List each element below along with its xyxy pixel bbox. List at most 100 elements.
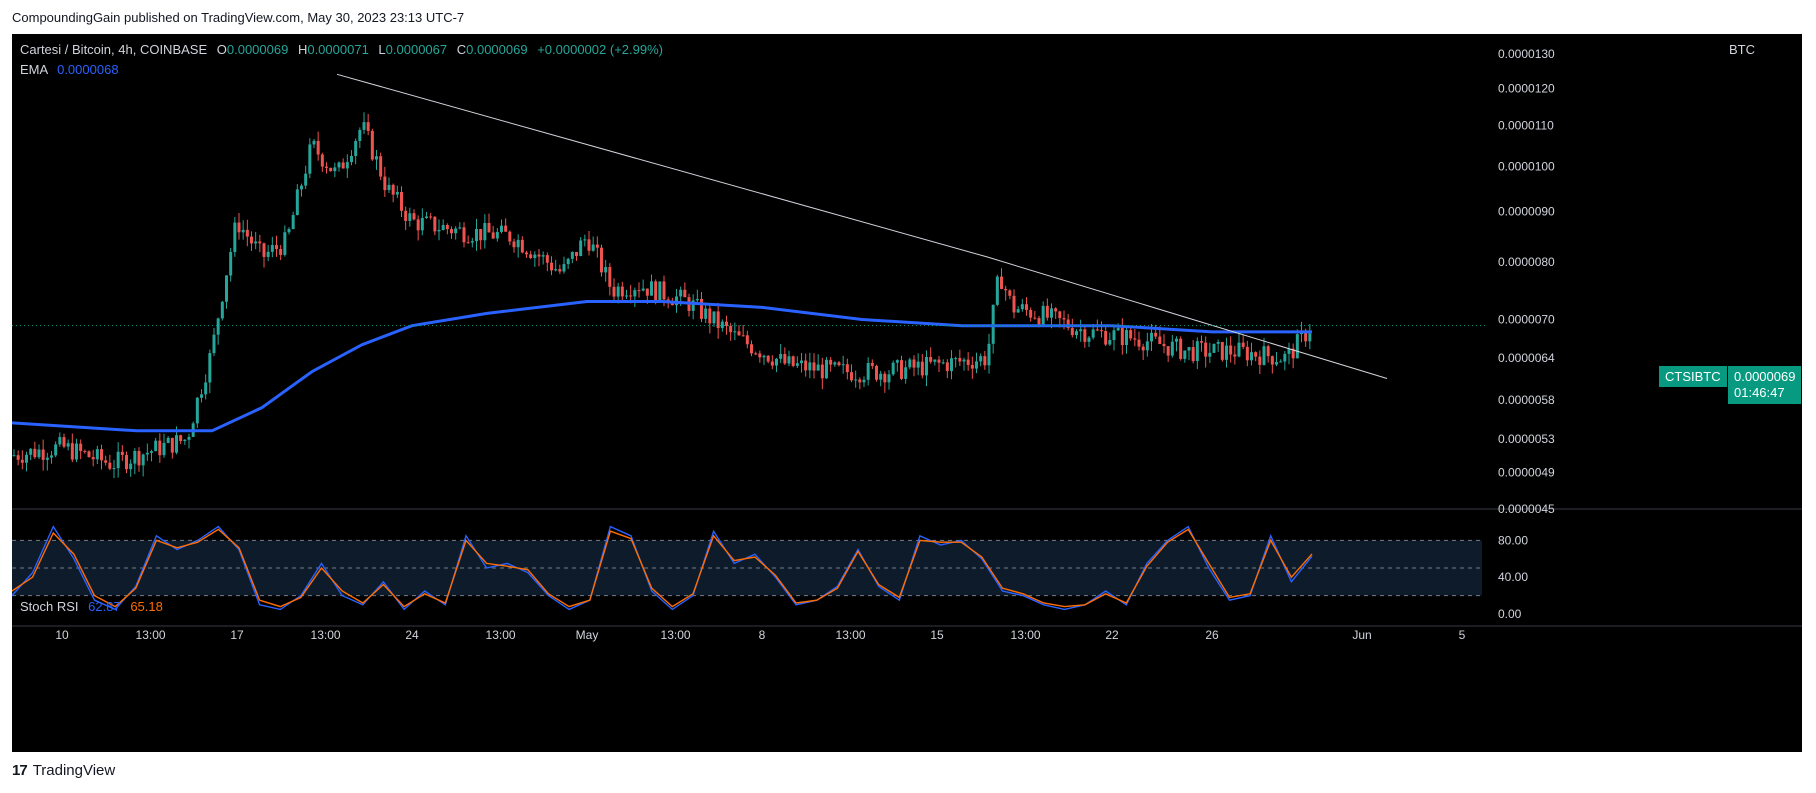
time-tick-label: 8 [759,628,766,642]
candle-body [891,362,895,375]
candle-body [54,444,58,456]
candle-body [366,122,370,131]
candle-body [1262,346,1266,365]
time-tick-label: 17 [230,628,244,642]
candle-body [241,229,245,233]
candle-body [616,286,620,297]
candle-body [87,451,91,458]
stoch-rsi-legend: Stoch RSI 62.87 65.18 [20,599,163,614]
candle-body [345,162,349,169]
candle-body [445,225,449,230]
candle-body [729,325,733,333]
candle-body [1012,295,1016,313]
candle-body [125,455,128,470]
candle-body [175,435,178,453]
candle-body [400,192,403,211]
candle-body [720,321,724,329]
symbol-title[interactable]: Cartesi / Bitcoin, 4h, COINBASE [20,42,208,57]
candle-body [829,359,833,365]
candle-body [1162,343,1166,347]
candle-body [633,290,637,297]
candle-body [1270,356,1274,365]
candle-body [837,362,841,366]
candle-body [475,229,478,242]
bar-countdown: 01:46:47 [1734,385,1785,400]
stoch-d-value: 65.18 [130,599,163,614]
candle-body [950,358,953,372]
time-tick-label: 13:00 [486,628,516,642]
candle-body [816,364,820,371]
candle-body [1070,328,1074,336]
candle-body [266,251,270,257]
candle-body [841,364,845,366]
candle-body [216,318,220,335]
brand-name[interactable]: TradingView [32,762,116,779]
candle-body [612,286,616,297]
candle-body [504,225,508,232]
candle-body [800,360,803,364]
candle-body [604,267,608,273]
candle-body [312,140,316,145]
open-value: 0.0000069 [226,42,289,57]
candle-body [466,242,470,244]
candle-body [879,373,883,380]
price-tick-label: 0.0000120 [1498,81,1555,95]
candle-body [579,240,583,256]
candle-body [958,358,962,362]
candle-body [320,154,324,167]
candle-body [433,216,437,232]
candle-body [858,379,862,383]
time-tick-label: 26 [1205,628,1219,642]
candle-body [270,245,274,252]
chart-area[interactable]: 0.0000130 0.0000120 0.0000110 0.0000100 0.00… [12,34,1802,752]
candle-body [1045,305,1049,318]
candle-body [333,167,337,172]
candle-body [487,223,491,233]
candle-body [1295,334,1299,359]
candle-body [875,365,878,380]
ema-label[interactable]: EMA [20,62,48,77]
candle-body [195,397,199,424]
candle-body [1112,330,1116,341]
time-tick-label: 5 [1459,628,1466,642]
candle-body [1187,347,1191,351]
candle-body [225,275,228,302]
candle-body [937,359,941,363]
candle-body [550,262,553,271]
candle-body [229,252,233,276]
candle-body [1287,348,1291,354]
candle-body [787,356,791,364]
time-tick-label: 13:00 [311,628,341,642]
price-chart-svg[interactable]: 0.0000130 0.0000120 0.0000110 0.0000100 0.00… [12,34,1802,752]
candle-body [1016,309,1020,313]
high-value: 0.0000071 [307,42,369,57]
stoch-tick-label: 0.00 [1498,607,1522,621]
candle-body [1170,341,1174,356]
candle-body [1200,341,1203,343]
candle-body [1212,343,1216,353]
candle-body [1091,329,1095,338]
candle-body [66,443,70,447]
candle-body [1004,288,1008,291]
candle-body [804,360,808,371]
candle-body [187,436,191,440]
candle-body [183,439,187,442]
candle-body [233,222,237,253]
time-tick-label: Jun [1352,628,1371,642]
candle-body [1283,353,1287,362]
tradingview-logo-icon[interactable]: 17 [12,762,28,779]
last-price: 0.0000069 [1734,369,1796,384]
candle-body [41,449,45,460]
candle-body [245,229,249,237]
candle-body [337,162,341,168]
candle-body [120,451,124,456]
candle-body [541,255,545,257]
candle-body [975,361,978,369]
candle-body [833,362,837,365]
candle-body [304,173,308,186]
candle-body [250,236,253,244]
candle-body [1220,342,1224,360]
stoch-rsi-label[interactable]: Stoch RSI [20,599,79,614]
candle-body [962,359,966,362]
candle-body [137,450,141,466]
